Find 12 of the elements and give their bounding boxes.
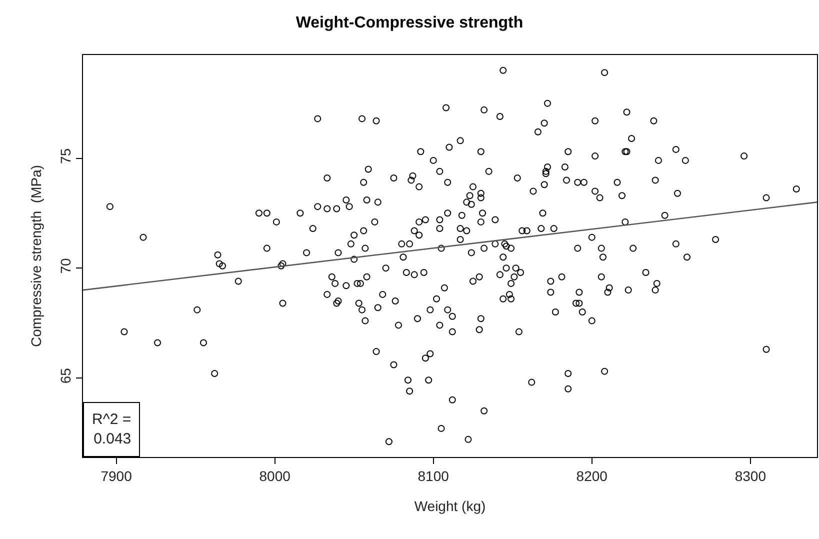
x-tick-label: 7900 xyxy=(100,468,132,484)
chart-title: Weight-Compressive strength xyxy=(296,14,524,32)
y-tick-label: 70 xyxy=(57,258,74,274)
x-axis-title: Weight (kg) xyxy=(414,498,486,514)
y-tick-label: 65 xyxy=(57,368,74,384)
x-tick-label: 8300 xyxy=(734,468,766,484)
y-tick-label: 75 xyxy=(57,148,74,164)
annotation: R^2 = 0.043 xyxy=(92,411,132,448)
x-tick-label: 8000 xyxy=(259,468,291,484)
y-axis-title: Compressive strength (MPa) xyxy=(28,164,44,348)
x-tick-label: 8200 xyxy=(576,468,608,484)
x-tick-label: 8100 xyxy=(418,468,450,484)
